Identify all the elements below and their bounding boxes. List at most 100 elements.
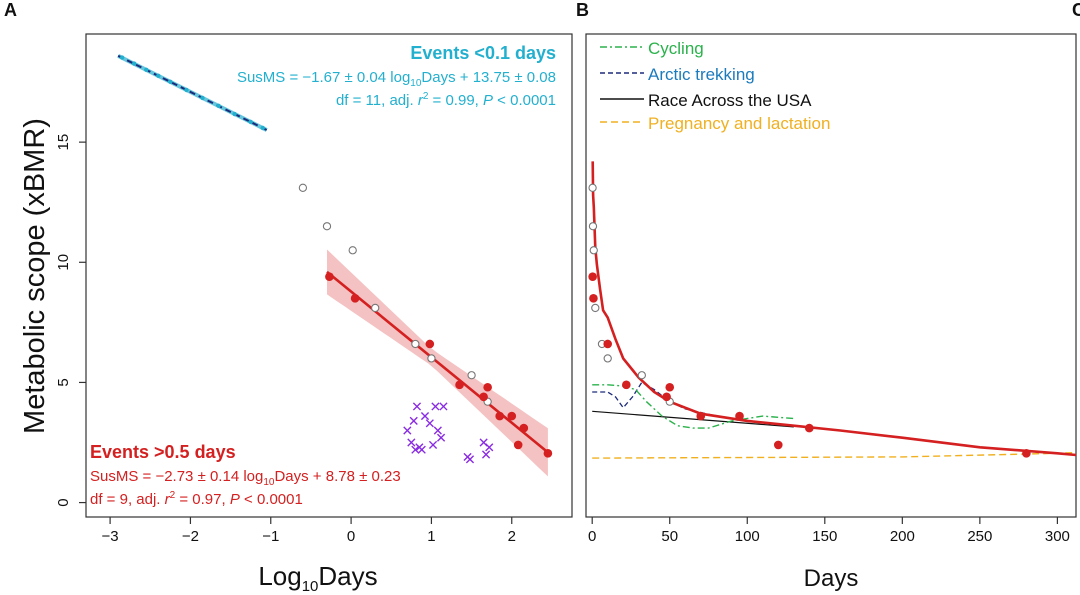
open-event-point [603,354,612,363]
short-stat-r: r [418,92,424,109]
short-eq-lhs: SusMS = −1.67 ± 0.04 log [237,69,410,86]
panel-c-letter: C [1072,0,1080,20]
open-event-point [589,246,598,255]
short-event-point [216,103,221,109]
cross-event-point [409,416,418,425]
event-point [696,411,706,421]
panel-b-frame [585,33,1077,518]
long-events-title: Events >0.5 days [90,442,236,462]
long-stat-p: P [230,491,240,508]
long-stat-r: r [165,491,171,508]
panel-a-frame [85,33,573,518]
panel-b-x-tick-label: 150 [812,528,837,545]
model-fit-line [591,161,1077,457]
legend-label-race: Race Across the USA [648,91,812,110]
xlabel-log: Log [258,561,301,591]
cross-event-point [436,433,446,442]
cross-event-point [412,402,422,411]
long-event-point [455,380,464,390]
long-stat-mid: = 0.97, [175,491,230,508]
event-point [603,339,613,349]
panel-b-x-tick-label: 200 [890,528,915,545]
short-event-point [260,125,265,131]
panel-b-marks [588,161,1077,459]
open-event-point [588,183,597,192]
short-stat-end: < 0.0001 [493,92,556,109]
legend-label-arctic: Arctic trekking [648,65,755,84]
panel-b: 0 50 100 150 200 250 300 Cycling Arctic trekki… [585,33,1077,592]
panel-b-x-tick-label: 50 [661,528,678,545]
panel-a-y-tick-label: 0 [55,498,72,506]
panel-a: −3 −2 −1 0 1 2 0 5 10 15 Events <0.1 days SusMS =… [55,33,573,595]
open-event-point [322,222,332,231]
long-eq-rhs: Days + 8.78 ± 0.23 [274,468,400,485]
panel-b-x-tick-label: 0 [588,528,596,545]
long-events-equation: SusMS = −2.73 ± 0.14 log10Days + 8.78 ± … [90,468,401,488]
y-axis-title: Metabolic scope (xBMR) [19,118,51,434]
short-eq-rhs: Days + 13.75 ± 0.08 [421,69,556,86]
long-eq-lhs: SusMS = −2.73 ± 0.14 log [90,468,263,485]
open-event-point [371,303,380,313]
open-event-point [427,354,436,363]
panel-a-x-tick-label: −3 [102,528,119,545]
short-event-point [119,55,125,60]
cross-event-point [420,411,430,421]
short-stat-sup: 2 [423,91,429,102]
short-event-point [144,67,149,73]
panel-a-y-tick-label: 5 [55,378,72,386]
event-point [588,272,597,282]
long-event-point [425,339,435,349]
long-events-stats: df = 9, adj. r2 = 0.97, P < 0.0001 [90,490,303,508]
open-event-point [467,371,476,380]
panel-b-x-title: Days [804,565,859,592]
panel-a-x-tick-label: 1 [427,528,435,545]
long-event-point [519,423,529,433]
panel-a-x-tick-label: −2 [182,528,199,545]
panel-a-marks [117,54,553,477]
panel-a-y-tick-label: 10 [55,254,72,271]
xlabel-sub: 10 [302,578,319,595]
cross-event-point [433,426,442,435]
cross-event-point [428,440,438,450]
short-event-point [200,95,205,101]
cross-event-point [465,455,475,464]
long-event-point [513,440,523,450]
short-event-point [232,111,237,117]
panel-b-legend: Cycling Arctic trekking Race Across the … [600,39,830,133]
short-events-equation: SusMS = −1.67 ± 0.04 log10Days + 13.75 ±… [237,69,556,89]
long-event-point [325,272,334,282]
short-stat-df: df = 11, adj. [336,92,418,109]
cross-event-point [425,419,434,428]
short-event-point [168,79,173,85]
panel-b-x-tick-label: 250 [967,528,992,545]
short-event-point [156,73,161,79]
open-event-point [411,339,420,349]
short-eq-sub: 10 [410,78,422,89]
event-point [665,382,675,392]
panel-a-y-tick-label: 15 [55,134,72,151]
panel-b-letter: B [576,0,589,20]
long-eq-sub: 10 [263,477,275,488]
long-event-point [495,411,505,421]
long-events-fit-line [326,270,549,454]
short-event-point [131,61,137,66]
short-stat-p: P [483,92,493,109]
short-events-fit-line [117,54,268,131]
open-event-point [348,246,357,255]
long-event-point [543,449,553,458]
cross-event-point [481,450,491,459]
event-point [622,380,631,390]
race-across-usa-line [592,410,794,428]
long-stat-sup: 2 [170,490,176,501]
short-events-title: Events <0.1 days [410,43,556,63]
open-event-point [637,371,646,380]
legend-label-pregnancy: Pregnancy and lactation [648,114,830,133]
cross-event-point [407,438,416,447]
short-events-stats: df = 11, adj. r2 = 0.99, P < 0.0001 [336,91,556,109]
legend-label-cycling: Cycling [648,39,704,58]
cross-event-point [417,445,426,454]
short-event-point [248,119,253,125]
pregnancy-line [592,451,1077,459]
short-event-point [184,87,189,93]
open-event-point [298,183,308,192]
